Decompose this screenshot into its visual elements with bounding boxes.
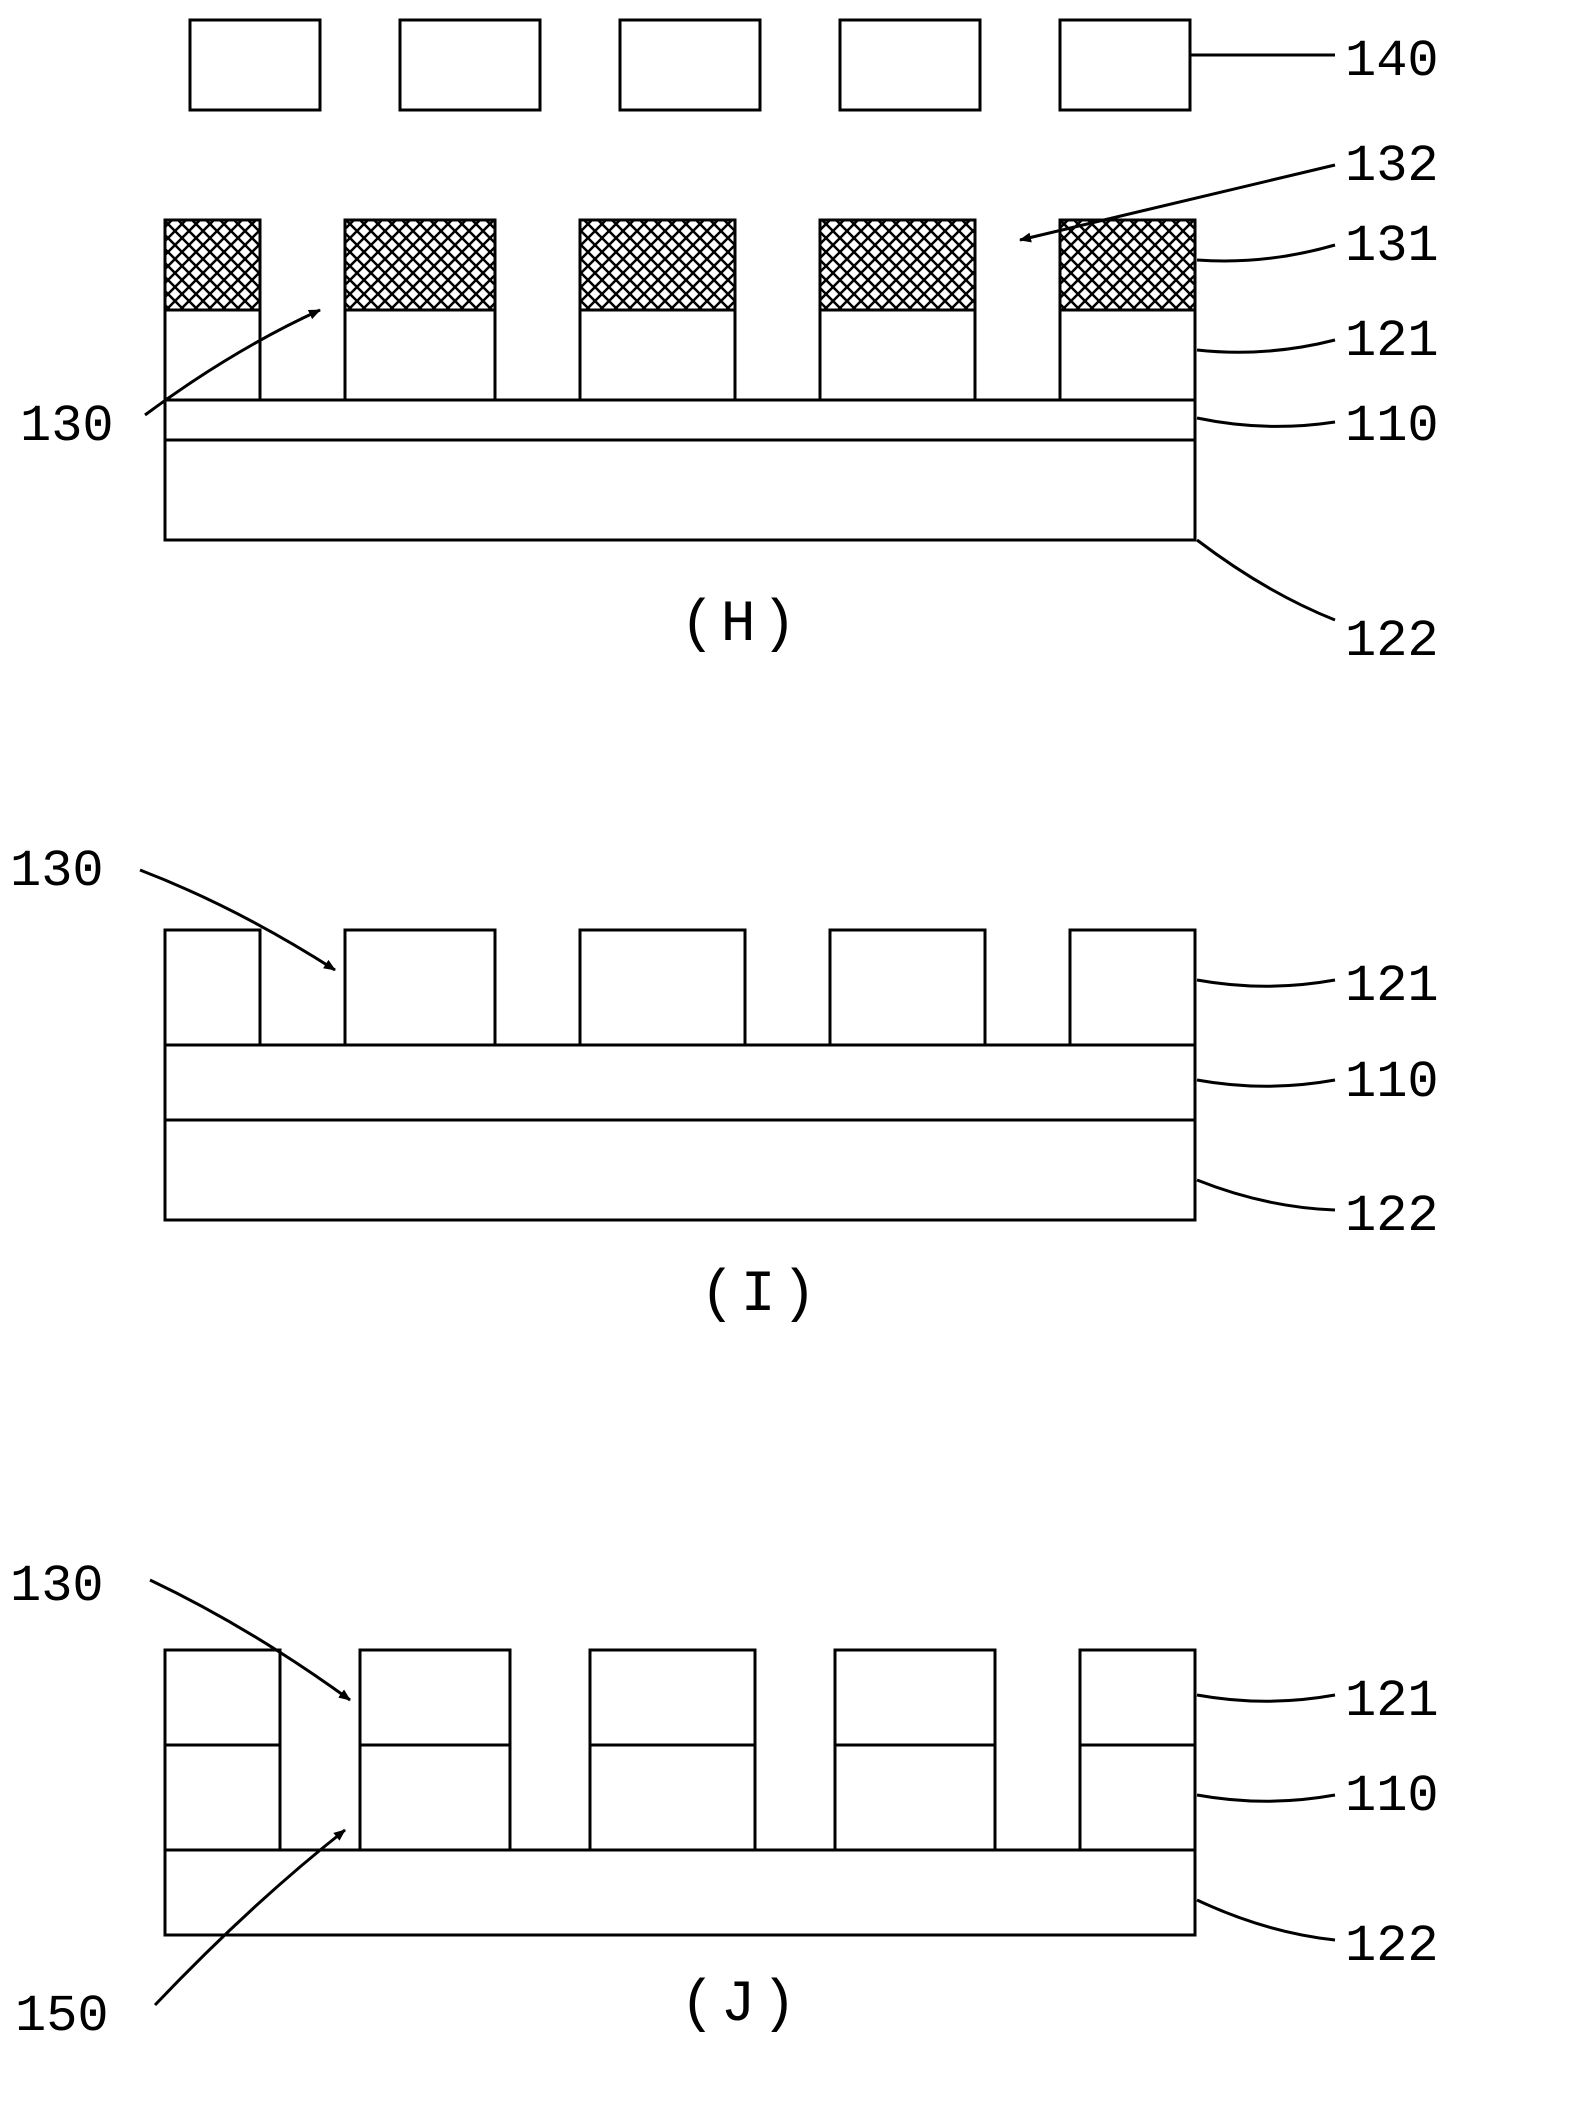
- svg-text:131: 131: [1345, 217, 1439, 276]
- svg-text:130: 130: [10, 842, 104, 901]
- layer-122: [165, 1120, 1195, 1220]
- svg-text:121: 121: [1345, 957, 1439, 1016]
- leader-line: [1197, 980, 1335, 986]
- pillar-131-hatched: [580, 220, 735, 310]
- svg-text:122: 122: [1345, 612, 1439, 671]
- layer-122: [165, 440, 1195, 540]
- panel-label-I: (I): [700, 1263, 822, 1328]
- svg-text:130: 130: [20, 397, 114, 456]
- pillar-121: [165, 310, 260, 400]
- layer-110: [165, 400, 1195, 440]
- leader-line: [1197, 340, 1335, 352]
- leader-line: [1197, 245, 1335, 261]
- svg-text:121: 121: [1345, 312, 1439, 371]
- mask-140: [190, 20, 320, 110]
- svg-text:122: 122: [1345, 1917, 1439, 1976]
- svg-text:130: 130: [10, 1557, 104, 1616]
- pillar-110: [165, 1745, 280, 1850]
- leader-line: [1197, 1795, 1335, 1801]
- pillar-121: [345, 310, 495, 400]
- svg-text:121: 121: [1345, 1672, 1439, 1731]
- pillar-131-hatched: [1060, 220, 1195, 310]
- pillar-121: [165, 1650, 280, 1745]
- leader-line: [1197, 1900, 1335, 1940]
- pillar-121: [580, 930, 745, 1045]
- pillar-131-hatched: [345, 220, 495, 310]
- pillar-110: [1080, 1745, 1195, 1850]
- svg-text:110: 110: [1345, 1053, 1439, 1112]
- pillar-131-hatched: [820, 220, 975, 310]
- pillar-121: [165, 930, 260, 1045]
- leader-line: [1197, 1695, 1335, 1701]
- pillar-121: [345, 930, 495, 1045]
- leader-line: [1197, 418, 1335, 426]
- pillar-121: [360, 1650, 510, 1745]
- pillar-121: [1070, 930, 1195, 1045]
- svg-text:132: 132: [1345, 137, 1439, 196]
- pillar-110: [835, 1745, 995, 1850]
- panel-label-H: (H): [680, 593, 802, 658]
- mask-140: [1060, 20, 1190, 110]
- pillar-110: [590, 1745, 755, 1850]
- layer-110: [165, 1045, 1195, 1120]
- mask-140: [400, 20, 540, 110]
- pillar-110: [360, 1745, 510, 1850]
- pillar-121: [1060, 310, 1195, 400]
- leader-line: [1197, 1080, 1335, 1086]
- pillar-121: [835, 1650, 995, 1745]
- svg-text:110: 110: [1345, 1767, 1439, 1826]
- layer-122: [165, 1850, 1195, 1935]
- svg-text:122: 122: [1345, 1187, 1439, 1246]
- pillar-121: [830, 930, 985, 1045]
- mask-140: [620, 20, 760, 110]
- pillar-131-hatched: [165, 220, 260, 310]
- pillar-121: [820, 310, 975, 400]
- pillar-121: [1080, 1650, 1195, 1745]
- mask-140: [840, 20, 980, 110]
- svg-text:110: 110: [1345, 397, 1439, 456]
- svg-text:140: 140: [1345, 32, 1439, 91]
- pillar-121: [580, 310, 735, 400]
- leader-line: [1197, 540, 1335, 620]
- svg-text:150: 150: [15, 1987, 109, 2046]
- pillar-121: [590, 1650, 755, 1745]
- leader-line: [1197, 1180, 1335, 1210]
- panel-label-J: (J): [680, 1973, 802, 2038]
